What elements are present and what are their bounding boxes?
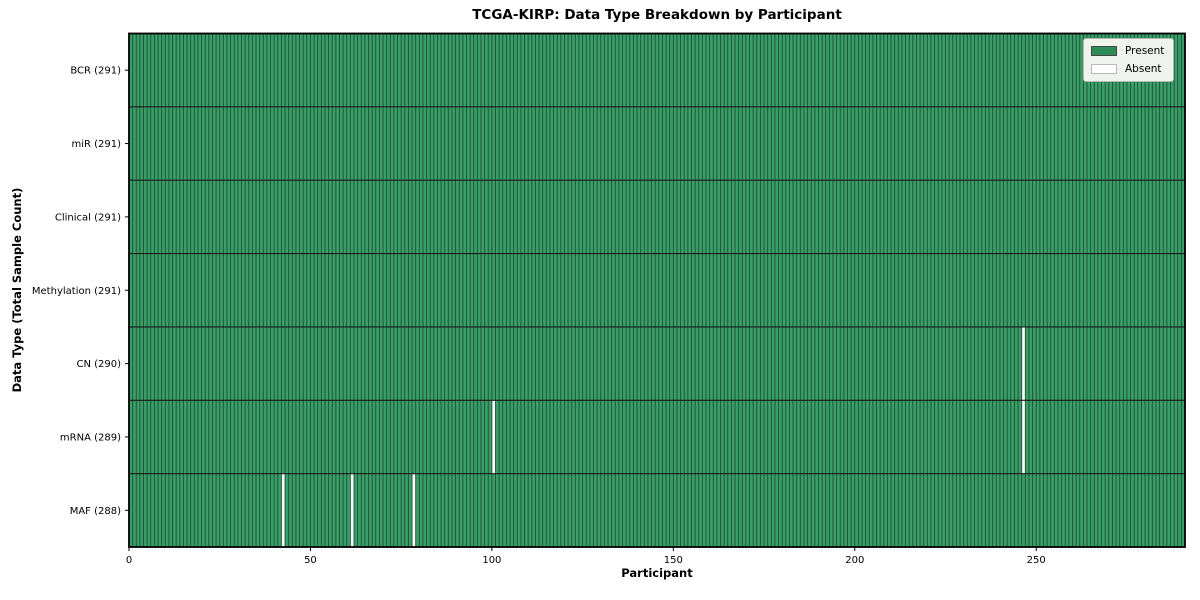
x-tick-label-250: 250 [1027,555,1046,566]
legend-label: Absent [1125,63,1162,75]
x-tick-label-150: 150 [664,555,683,566]
x-tick-label-0: 0 [126,555,132,566]
absent-cell-mRNA-100 [491,400,496,474]
y-tick-label-Clinical: Clinical (291) [55,212,121,223]
absent-cell-MAF-78 [412,473,416,547]
row-divider-lines [129,106,1185,475]
legend-label: Present [1125,45,1165,57]
y-tick-label-BCR: BCR (291) [70,66,121,77]
x-axis-ticks: 0 50 100 150 200 250 [126,547,1046,566]
x-axis-label: Participant [621,566,693,580]
y-tick-label-MAF: MAF (288) [70,506,121,517]
present-swatch-icon [1091,46,1117,56]
absent-cell-MAF-61 [350,473,354,547]
legend-item-present: Present [1091,45,1164,57]
x-tick-label-50: 50 [304,555,317,566]
legend: Present Absent [1083,38,1175,82]
x-tick-label-200: 200 [845,555,864,566]
y-tick-label-CN: CN (290) [76,359,121,370]
absent-cells [281,326,1026,547]
cell-edge-lines [128,33,1186,547]
chart-title: TCGA-KIRP: Data Type Breakdown by Partic… [472,7,842,23]
x-tick-label-100: 100 [482,555,501,566]
absent-cell-mRNA-246 [1021,400,1026,474]
y-tick-label-mRNA: mRNA (289) [60,432,121,443]
present-cells-background [129,33,1185,547]
absent-cell-MAF-42 [281,473,286,547]
y-axis-ticks: BCR (291) miR (291) Clinical (291) Methylat… [32,66,129,517]
y-tick-label-Methylation: Methylation (291) [32,286,121,297]
absent-swatch-icon [1091,64,1117,74]
y-tick-label-miR: miR (291) [71,139,121,150]
absent-cell-CN-246 [1021,326,1026,401]
legend-item-absent: Absent [1091,63,1164,75]
